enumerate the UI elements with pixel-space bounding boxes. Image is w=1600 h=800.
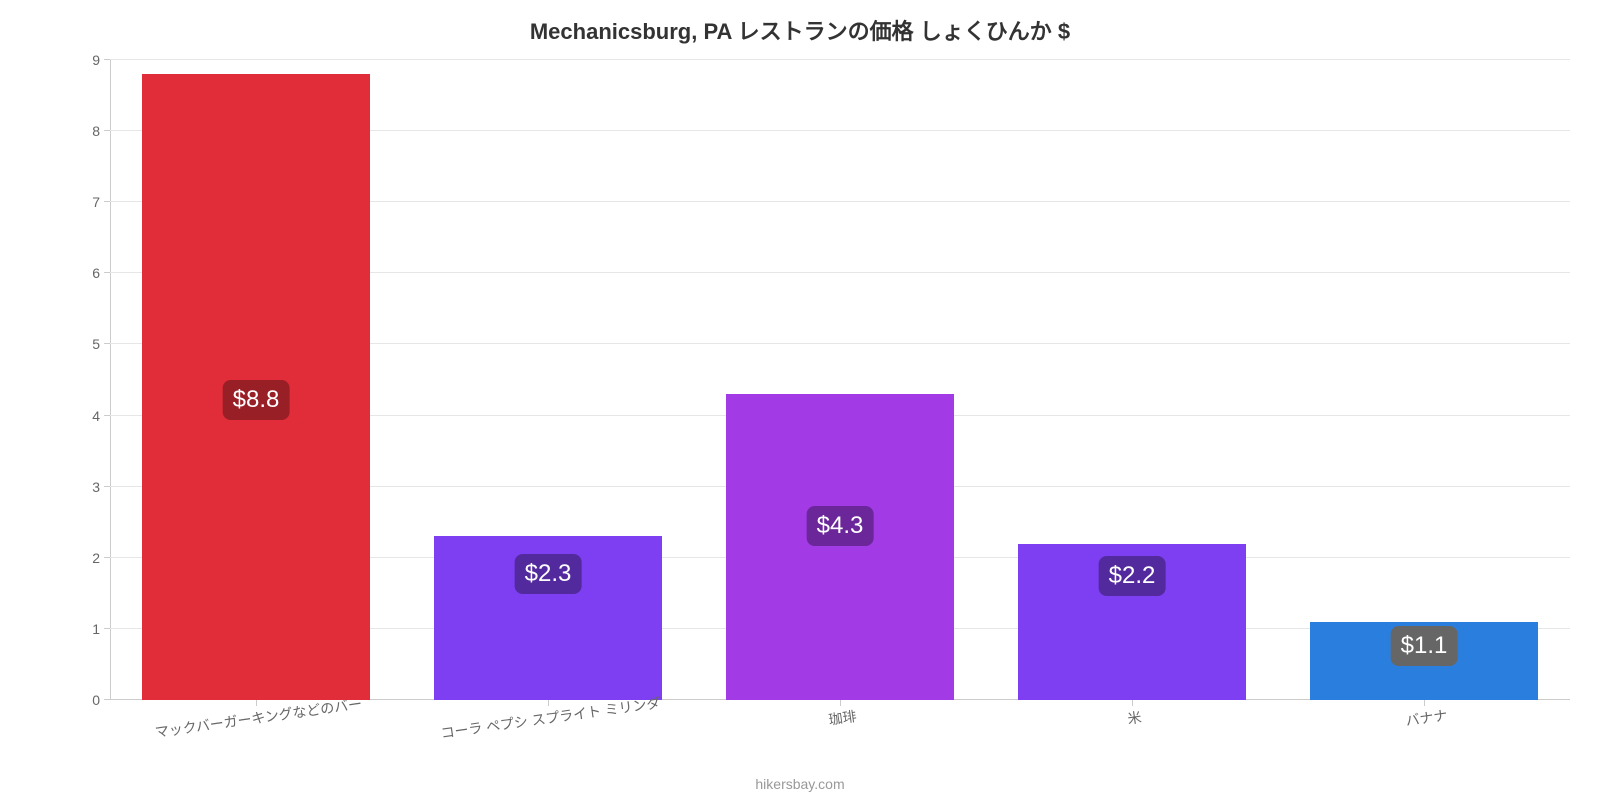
bar-value-label: $2.2 — [1099, 556, 1166, 596]
bar-slot: $2.2米 — [1018, 60, 1246, 700]
bar-slot: $4.3珈琲 — [726, 60, 954, 700]
bar — [726, 394, 954, 700]
plot-area: 0123456789 $8.8マックバーガーキングなどのバー$2.3コーラ ペプ… — [110, 60, 1570, 700]
bar-value-label: $4.3 — [807, 506, 874, 546]
y-tick-label: 1 — [92, 621, 110, 637]
bar-slot: $1.1バナナ — [1310, 60, 1538, 700]
y-tick-label: 0 — [92, 692, 110, 708]
bar-value-label: $1.1 — [1391, 626, 1458, 666]
x-tick-label: 米 — [1125, 699, 1143, 729]
y-tick-label: 8 — [92, 123, 110, 139]
y-tick-label: 3 — [92, 479, 110, 495]
y-tick-label: 2 — [92, 550, 110, 566]
bars-layer: $8.8マックバーガーキングなどのバー $2.3コーラ ペプシ スプライト ミリン… — [110, 60, 1570, 700]
chart-title: Mechanicsburg, PA レストランの価格 しょくひんか $ — [0, 14, 1600, 46]
bar-slot: $2.3コーラ ペプシ スプライト ミリンダ — [434, 60, 662, 700]
y-tick-label: 7 — [92, 194, 110, 210]
x-tick-label: バナナ — [1403, 697, 1448, 731]
y-tick-label: 9 — [92, 52, 110, 68]
chart-container: Mechanicsburg, PA レストランの価格 しょくひんか $ 0 1 2 3… — [0, 0, 1600, 800]
bar-value-label: $8.8 — [223, 380, 290, 420]
bar-slot: $8.8マックバーガーキングなどのバー — [142, 60, 370, 700]
y-tick-label: 5 — [92, 336, 110, 352]
bar-value-label: $2.3 — [515, 554, 582, 594]
y-tick-label: 4 — [92, 408, 110, 424]
x-tick-label: 珈琲 — [826, 698, 858, 730]
credit-text: hikersbay.com — [0, 776, 1600, 792]
y-tick-label: 6 — [92, 265, 110, 281]
